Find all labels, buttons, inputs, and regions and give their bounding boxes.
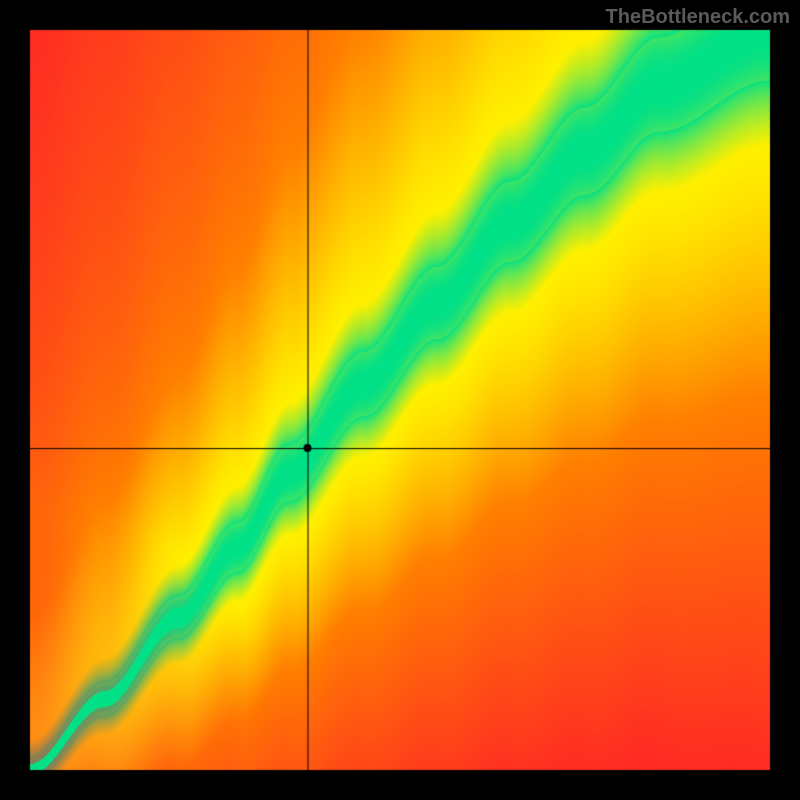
bottleneck-chart-canvas (0, 0, 800, 800)
watermark-text: TheBottleneck.com (606, 6, 790, 29)
chart-container: TheBottleneck.com (0, 0, 800, 800)
